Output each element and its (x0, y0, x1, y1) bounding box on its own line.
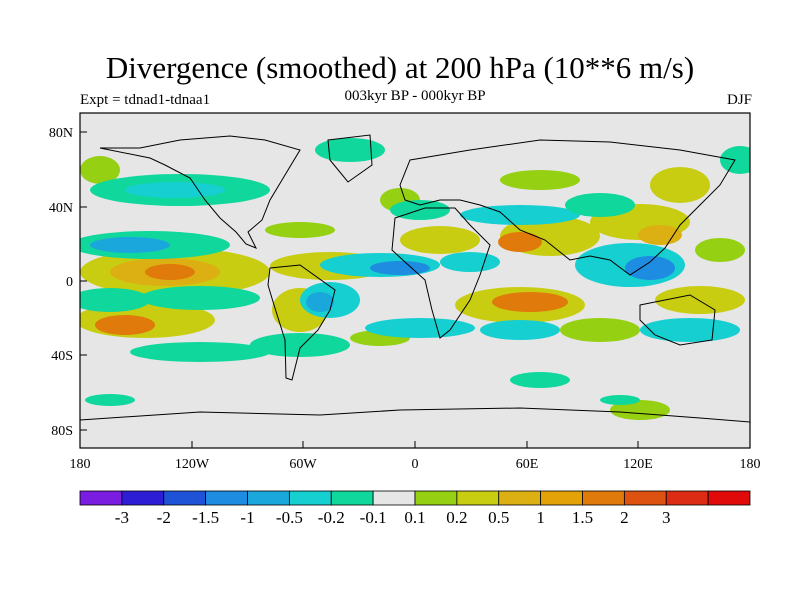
colorbar: -3 -2 -1.5 -1 -0.5 -0.2 -0.1 0.1 0.2 0.5 1 1.5 2 3 (79, 490, 751, 527)
lon-tick-label: 120E (623, 457, 653, 472)
lon-tick-label: 0 (412, 457, 419, 472)
colorbar-label: 1.5 (572, 508, 593, 527)
colorbar-swatch (414, 490, 458, 506)
longitude-axis: 180 120W 60W 0 60E 120E 180 (70, 441, 761, 472)
colorbar-swatch (247, 490, 290, 506)
colorbar-swatch (456, 490, 500, 506)
negative-divergence-regions (80, 138, 750, 406)
lat-tick-label: 0 (66, 275, 73, 290)
colorbar-swatch (665, 490, 709, 506)
lat-tick-label: 40N (49, 201, 73, 216)
colorbar-label: 0.2 (446, 508, 467, 527)
colorbar-swatch (582, 490, 625, 506)
experiment-label: Expt = tdnad1-tdnaa1 (80, 92, 211, 108)
lon-tick-label: 60E (516, 457, 539, 472)
latitude-axis: 80N 40N 0 40S 80S (49, 126, 87, 439)
map-title: Divergence (smoothed) at 200 hPa (10**6 … (105, 50, 695, 85)
lat-tick-label: 40S (51, 349, 73, 364)
colorbar-label: -0.2 (318, 508, 345, 527)
colorbar-label: 1 (536, 508, 545, 527)
positive-divergence-regions (80, 156, 745, 420)
colorbar-label: 3 (662, 508, 671, 527)
season-label: DJF (726, 92, 752, 108)
coastlines (80, 134, 750, 423)
lon-tick-label: 180 (740, 457, 761, 472)
colorbar-swatch (163, 490, 207, 506)
colorbar-label: -0.1 (360, 508, 387, 527)
colorbar-label: -2 (157, 508, 171, 527)
colorbar-swatch (623, 490, 667, 506)
colorbar-swatch (288, 490, 332, 506)
colorbar-swatch (330, 490, 374, 506)
map-field (80, 113, 750, 448)
colorbar-label: 0.1 (404, 508, 425, 527)
colorbar-swatch (79, 490, 123, 506)
colorbar-swatch (707, 490, 751, 506)
colorbar-swatch (372, 490, 416, 506)
colorbar-label: -3 (115, 508, 129, 527)
colorbar-swatch (540, 490, 583, 506)
lon-tick-label: 120W (175, 457, 210, 472)
map-subtitle: 003kyr BP - 000kyr BP (344, 88, 486, 104)
lat-tick-label: 80S (51, 424, 73, 439)
lon-tick-label: 180 (70, 457, 91, 472)
colorbar-swatch (121, 490, 165, 506)
colorbar-swatch (205, 490, 248, 506)
colorbar-label: 0.5 (488, 508, 509, 527)
colorbar-label: -0.5 (276, 508, 303, 527)
lon-tick-label: 60W (289, 457, 317, 472)
lat-tick-label: 80N (49, 126, 73, 141)
colorbar-swatch (498, 490, 542, 506)
colorbar-label: -1.5 (192, 508, 219, 527)
colorbar-label: -1 (240, 508, 254, 527)
colorbar-label: 2 (620, 508, 629, 527)
